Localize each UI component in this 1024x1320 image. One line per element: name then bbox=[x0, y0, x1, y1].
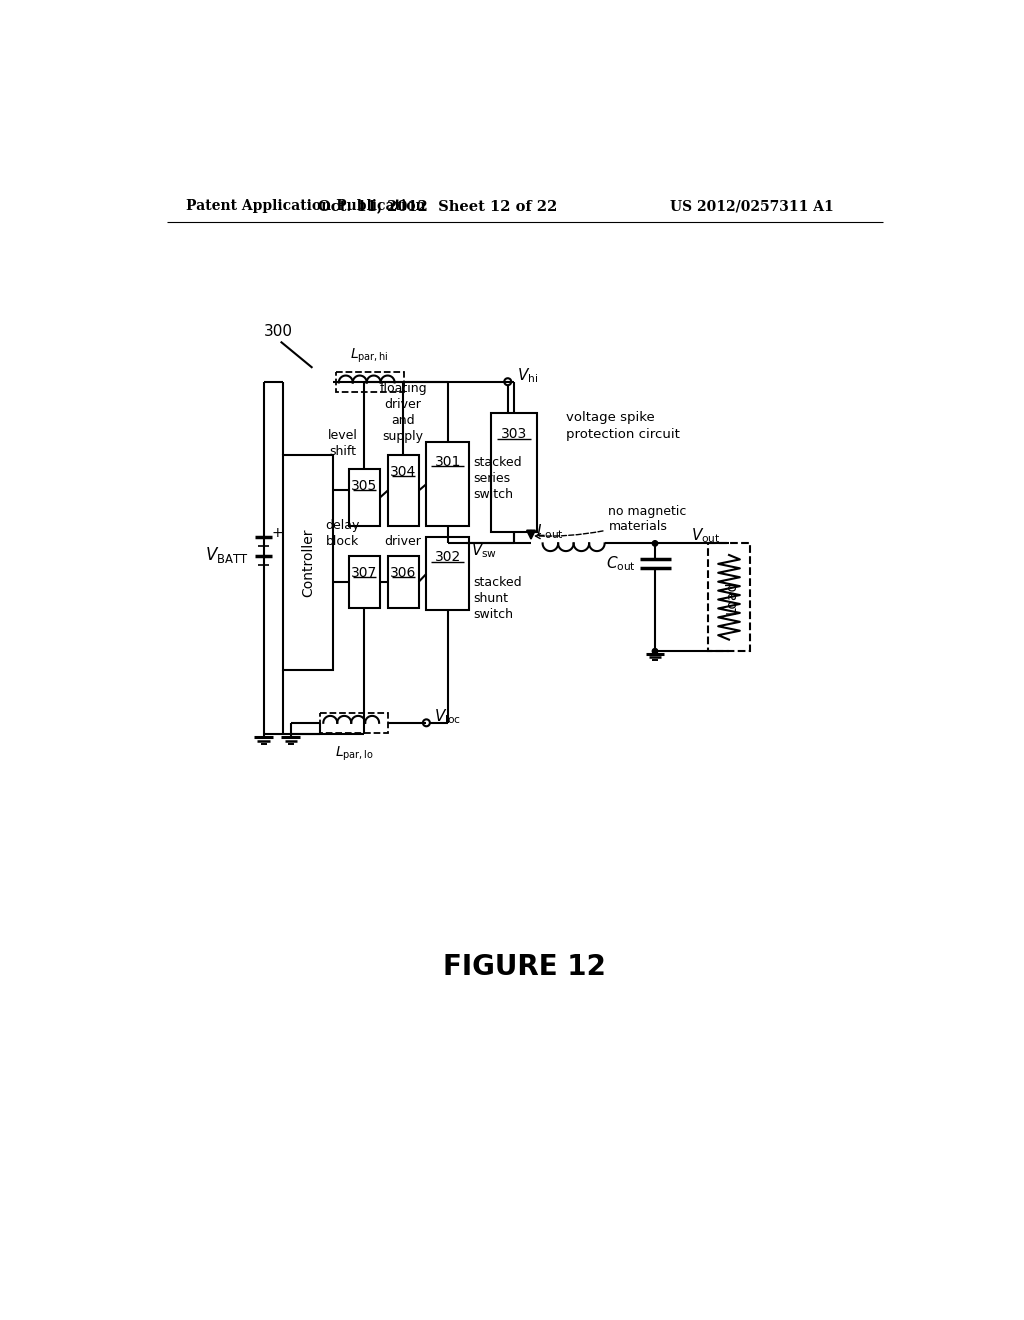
Text: $L_{\mathregular{out}}$: $L_{\mathregular{out}}$ bbox=[537, 523, 564, 541]
Text: FIGURE 12: FIGURE 12 bbox=[443, 953, 606, 981]
Text: $L_{\mathregular{par,lo}}$: $L_{\mathregular{par,lo}}$ bbox=[335, 744, 374, 763]
Text: 306: 306 bbox=[390, 566, 417, 579]
Text: $V_{\mathregular{BATT}}$: $V_{\mathregular{BATT}}$ bbox=[205, 545, 248, 565]
Bar bbox=[388, 556, 419, 609]
Bar bbox=[490, 412, 538, 532]
Text: 305: 305 bbox=[351, 479, 378, 492]
Bar bbox=[426, 442, 469, 527]
Text: 307: 307 bbox=[351, 566, 378, 579]
Circle shape bbox=[652, 541, 657, 546]
Bar bbox=[708, 544, 751, 651]
Text: 302: 302 bbox=[434, 550, 461, 564]
Text: floating
driver
and
supply: floating driver and supply bbox=[379, 381, 427, 442]
Text: no magnetic
materials: no magnetic materials bbox=[536, 504, 687, 539]
Text: $V_{\mathregular{loc}}$: $V_{\mathregular{loc}}$ bbox=[434, 708, 461, 726]
Bar bbox=[283, 455, 334, 671]
Text: $V_{\mathregular{hi}}$: $V_{\mathregular{hi}}$ bbox=[517, 366, 539, 385]
Text: Patent Application Publication: Patent Application Publication bbox=[186, 199, 426, 213]
Bar bbox=[388, 455, 419, 527]
Text: Load: Load bbox=[725, 581, 739, 614]
Text: 301: 301 bbox=[434, 455, 461, 469]
Text: +: + bbox=[271, 525, 283, 540]
Bar bbox=[336, 372, 403, 392]
Text: delay
block: delay block bbox=[326, 519, 359, 548]
Bar bbox=[349, 469, 380, 527]
Text: stacked
series
switch: stacked series switch bbox=[474, 455, 522, 500]
Text: 304: 304 bbox=[390, 465, 416, 479]
Text: $V_{\mathregular{sw}}$: $V_{\mathregular{sw}}$ bbox=[471, 541, 497, 561]
Text: $L_{\mathregular{par,hi}}$: $L_{\mathregular{par,hi}}$ bbox=[350, 346, 389, 364]
Bar bbox=[349, 556, 380, 609]
Text: $C_{\mathregular{out}}$: $C_{\mathregular{out}}$ bbox=[606, 554, 636, 573]
Circle shape bbox=[445, 541, 451, 546]
Text: Oct. 11, 2012  Sheet 12 of 22: Oct. 11, 2012 Sheet 12 of 22 bbox=[318, 199, 558, 213]
Bar bbox=[426, 537, 469, 610]
Text: Controller: Controller bbox=[301, 528, 315, 597]
Text: driver: driver bbox=[385, 535, 422, 548]
Text: 303: 303 bbox=[501, 428, 527, 441]
Text: 300: 300 bbox=[263, 325, 293, 339]
Circle shape bbox=[652, 648, 657, 653]
Text: $V_{\mathregular{out}}$: $V_{\mathregular{out}}$ bbox=[691, 527, 721, 545]
Text: level
shift: level shift bbox=[328, 429, 357, 458]
Text: US 2012/0257311 A1: US 2012/0257311 A1 bbox=[671, 199, 835, 213]
Text: voltage spike
protection circuit: voltage spike protection circuit bbox=[566, 411, 680, 441]
Text: stacked
shunt
switch: stacked shunt switch bbox=[474, 576, 522, 620]
Bar bbox=[321, 713, 388, 733]
